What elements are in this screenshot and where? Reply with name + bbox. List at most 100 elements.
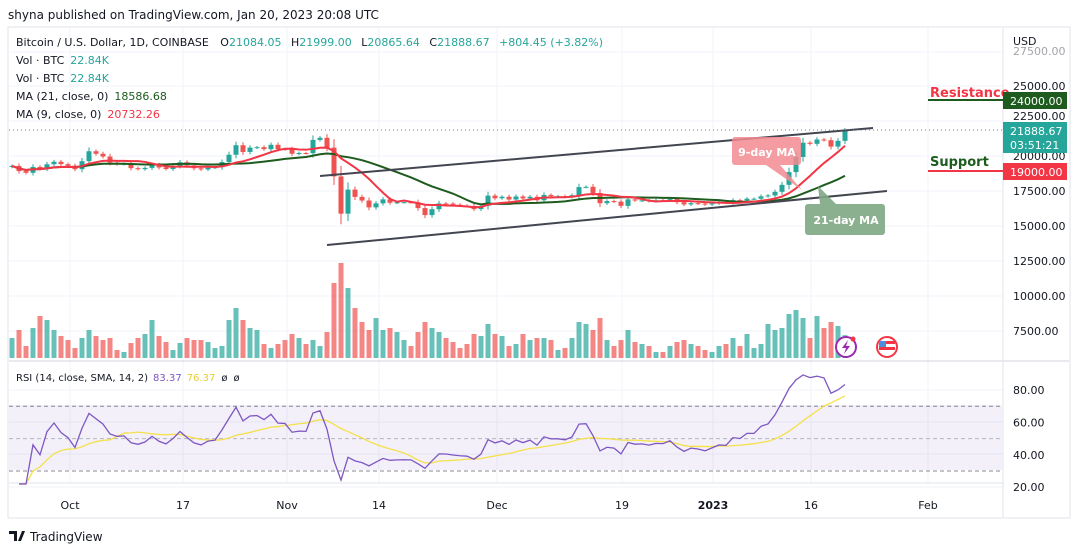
current-price: 21888.67 bbox=[1010, 125, 1063, 138]
time-axis-ticks[interactable]: Oct 17 Nov 14 Dec 19 2023 16 Feb bbox=[60, 499, 937, 512]
candle-body bbox=[821, 139, 827, 141]
candle-body bbox=[268, 144, 274, 150]
candle-body bbox=[226, 154, 232, 163]
candle-body bbox=[128, 163, 134, 169]
volume-bar bbox=[37, 316, 43, 358]
volume-bar bbox=[310, 340, 316, 358]
volume-bar bbox=[667, 346, 673, 358]
volume-bar bbox=[527, 340, 533, 358]
volume-bar bbox=[345, 288, 351, 358]
candle-body bbox=[149, 164, 155, 168]
candle-body bbox=[261, 147, 267, 150]
candle-body bbox=[51, 161, 57, 165]
volume-bar bbox=[352, 308, 358, 358]
candle-body bbox=[807, 142, 813, 144]
candle-body bbox=[450, 203, 456, 205]
price-tick: 10000.00 bbox=[1013, 290, 1066, 303]
candle-body bbox=[324, 137, 330, 148]
candle-body bbox=[240, 145, 246, 152]
volume-bar bbox=[597, 318, 603, 358]
volume-bar bbox=[786, 314, 792, 358]
volume-bar bbox=[233, 308, 239, 358]
candle-body bbox=[310, 139, 316, 154]
candle-body bbox=[688, 203, 694, 205]
volume-bar bbox=[611, 346, 617, 358]
candle-body bbox=[751, 198, 757, 200]
volume-bar bbox=[296, 338, 302, 358]
volume-bar bbox=[660, 352, 666, 358]
candle-body bbox=[289, 149, 295, 154]
candle-body bbox=[520, 196, 526, 199]
candle-body bbox=[737, 200, 743, 202]
price-tick: 17500.00 bbox=[1013, 185, 1066, 198]
rsi-band bbox=[9, 405, 1002, 470]
candle-body bbox=[590, 186, 596, 193]
volume-bar bbox=[100, 340, 106, 358]
candle-body bbox=[37, 166, 43, 169]
candle-body bbox=[506, 196, 512, 200]
support-label: Support bbox=[930, 155, 989, 170]
volume-bar bbox=[681, 340, 687, 358]
candle-body bbox=[254, 147, 260, 149]
candle-body bbox=[100, 153, 106, 157]
rsi-axis-ticks[interactable]: 80.00 60.00 40.00 20.00 bbox=[1013, 384, 1045, 494]
resistance-price: 24000.00 bbox=[1010, 95, 1063, 108]
volume-bar bbox=[492, 334, 498, 358]
volume-bar bbox=[625, 330, 631, 358]
close-value: 21888.67 bbox=[437, 36, 490, 49]
volume-bar bbox=[142, 334, 148, 358]
volume-bar bbox=[758, 344, 764, 358]
volume-bar bbox=[268, 348, 274, 358]
candle-body bbox=[205, 167, 211, 170]
volume-value: 22.84K bbox=[70, 54, 109, 67]
candle-body bbox=[296, 153, 302, 155]
svg-text:RSI (14, close, SMA, 14, 2)83.: RSI (14, close, SMA, 14, 2) 83.37 76.37 ø ø bbox=[16, 373, 240, 384]
ma21-value: 18586.68 bbox=[114, 90, 167, 103]
volume-bar bbox=[555, 350, 561, 358]
candle-body bbox=[800, 142, 806, 157]
candle-body bbox=[387, 199, 393, 203]
candle-body bbox=[373, 203, 379, 208]
volume-bar bbox=[800, 318, 806, 358]
volume-bar bbox=[646, 346, 652, 358]
support-price-tag bbox=[1003, 163, 1067, 180]
volume-bar bbox=[30, 328, 36, 358]
candle-body bbox=[198, 168, 204, 170]
volume-bar bbox=[814, 316, 820, 358]
candle-body bbox=[443, 203, 449, 205]
volume-bar bbox=[499, 336, 505, 358]
volume-bar bbox=[723, 344, 729, 358]
candle-body bbox=[247, 147, 253, 152]
volume-bar bbox=[184, 338, 190, 358]
lightning-event-icon[interactable] bbox=[835, 336, 857, 358]
volume-bar bbox=[191, 340, 197, 358]
svg-text:MA (9, close, 0)20732.26: MA (9, close, 0) 20732.26 bbox=[16, 108, 160, 121]
price-tick: 15000.00 bbox=[1013, 220, 1066, 233]
candle-body bbox=[394, 202, 400, 204]
volume-bar bbox=[401, 340, 407, 358]
candle-body bbox=[338, 176, 344, 214]
candle-body bbox=[814, 139, 820, 144]
price-tick-22500: 22500.00 bbox=[1013, 110, 1066, 123]
rsi-tick: 60.00 bbox=[1013, 416, 1045, 429]
volume-bar bbox=[23, 346, 29, 358]
candle-body bbox=[317, 137, 323, 140]
rsi-sma-line bbox=[19, 395, 846, 485]
volume-bar bbox=[744, 334, 750, 358]
high-value: 21999.00 bbox=[299, 36, 352, 49]
us-flag-event-icon[interactable] bbox=[876, 336, 898, 358]
grid bbox=[9, 28, 1003, 488]
symbol-title: Bitcoin / U.S. Dollar, 1D, COINBASE bbox=[16, 36, 209, 49]
candle-body bbox=[58, 161, 64, 165]
volume-bar bbox=[415, 332, 421, 358]
candle-body bbox=[303, 153, 309, 155]
candle-body bbox=[576, 187, 582, 196]
ma9-callout: 9-day MA bbox=[732, 137, 802, 190]
volume-bar bbox=[9, 338, 15, 358]
candle-body bbox=[44, 164, 50, 169]
price-axis-ticks[interactable]: 27500.00 25000.00 20000.00 17500.00 15000.00… bbox=[1013, 45, 1066, 338]
time-tick: Dec bbox=[486, 499, 507, 512]
candle-body bbox=[681, 202, 687, 205]
volume-bar bbox=[618, 340, 624, 358]
